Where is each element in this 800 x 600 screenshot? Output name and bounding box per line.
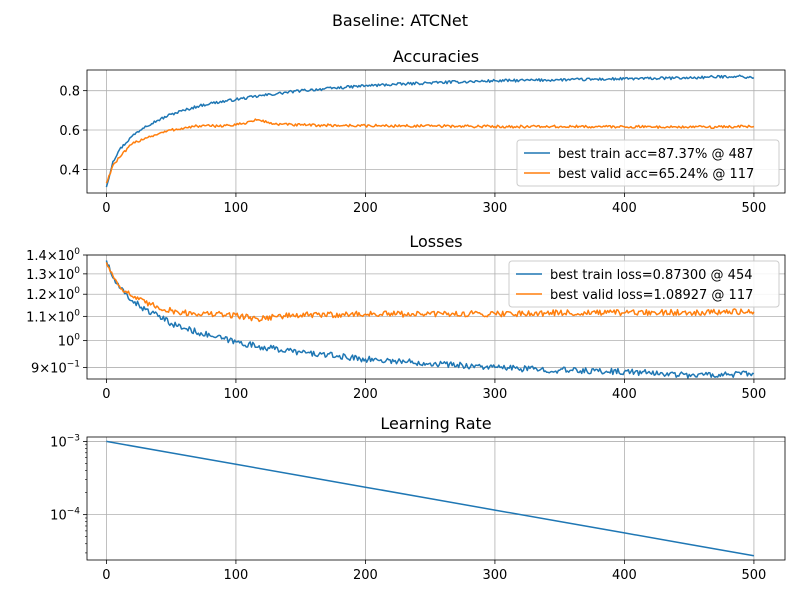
y-tick-label: 0.8 bbox=[59, 85, 80, 100]
x-tick-label: 300 bbox=[483, 201, 508, 216]
figure-suptitle: Baseline: ATCNet bbox=[332, 11, 468, 30]
losses-axes-frame bbox=[86, 254, 786, 380]
x-tick-label: 300 bbox=[483, 387, 508, 402]
x-tick-label: 0 bbox=[102, 201, 110, 216]
legend-entry: best valid acc=65.24% @ 117 bbox=[558, 167, 754, 182]
x-tick-label: 400 bbox=[612, 201, 637, 216]
legend-box bbox=[516, 139, 780, 187]
y-tick-label: 1.3×100 bbox=[26, 266, 80, 283]
best-train-acc-line bbox=[105, 74, 755, 188]
losses-panel: Losses 0 100 200 300 400 500 9×10−1 100 1.1×100 1.… bbox=[26, 232, 786, 402]
legend-entry: best train acc=87.37% @ 487 bbox=[558, 147, 753, 162]
y-tick-label: 10−3 bbox=[50, 433, 80, 450]
lr-line bbox=[106, 440, 755, 557]
x-tick-label: 100 bbox=[224, 568, 249, 583]
best-valid-acc-line bbox=[105, 118, 755, 184]
y-tick-label: 0.4 bbox=[59, 163, 80, 178]
x-tick-label: 100 bbox=[224, 387, 249, 402]
best-valid-loss-line bbox=[105, 262, 755, 323]
accuracies-axes-frame bbox=[86, 69, 786, 194]
y-tick-label: 10−4 bbox=[50, 507, 80, 524]
y-tick-label: 9×10−1 bbox=[31, 359, 80, 376]
y-tick-label: 1.4×100 bbox=[26, 247, 80, 264]
legend-entry: best train loss=0.87300 @ 454 bbox=[550, 268, 752, 283]
learning-rate-axes-frame bbox=[86, 436, 786, 561]
x-tick-label: 500 bbox=[742, 568, 767, 583]
y-tick-label: 1.1×100 bbox=[26, 308, 80, 325]
legend-box bbox=[508, 260, 780, 308]
x-tick-label: 300 bbox=[483, 568, 508, 583]
x-tick-label: 200 bbox=[353, 387, 378, 402]
x-tick-label: 100 bbox=[224, 201, 249, 216]
y-tick-label: 1.2×100 bbox=[26, 286, 80, 303]
x-tick-label: 200 bbox=[353, 201, 378, 216]
x-tick-label: 0 bbox=[102, 387, 110, 402]
accuracies-legend: best train acc=87.37% @ 487 best valid ac… bbox=[516, 139, 780, 187]
losses-title: Losses bbox=[409, 232, 462, 251]
y-tick-label: 0.6 bbox=[59, 124, 80, 139]
accuracies-panel: Accuracies 0 100 200 300 400 500 0.4 0.6 0.8 best … bbox=[59, 47, 786, 216]
accuracies-title: Accuracies bbox=[393, 47, 479, 66]
x-tick-label: 400 bbox=[612, 568, 637, 583]
best-train-loss-line bbox=[105, 260, 755, 379]
learning-rate-title: Learning Rate bbox=[380, 414, 491, 433]
x-tick-label: 200 bbox=[353, 568, 378, 583]
x-tick-label: 500 bbox=[742, 387, 767, 402]
x-tick-label: 500 bbox=[742, 201, 767, 216]
x-tick-label: 0 bbox=[102, 568, 110, 583]
y-tick-label: 100 bbox=[58, 333, 81, 350]
x-tick-label: 400 bbox=[612, 387, 637, 402]
learning-rate-panel: Learning Rate 0 100 200 300 400 500 10−3 10−4 bbox=[50, 414, 786, 583]
losses-legend: best train loss=0.87300 @ 454 best valid … bbox=[508, 260, 780, 308]
legend-entry: best valid loss=1.08927 @ 117 bbox=[550, 288, 753, 303]
